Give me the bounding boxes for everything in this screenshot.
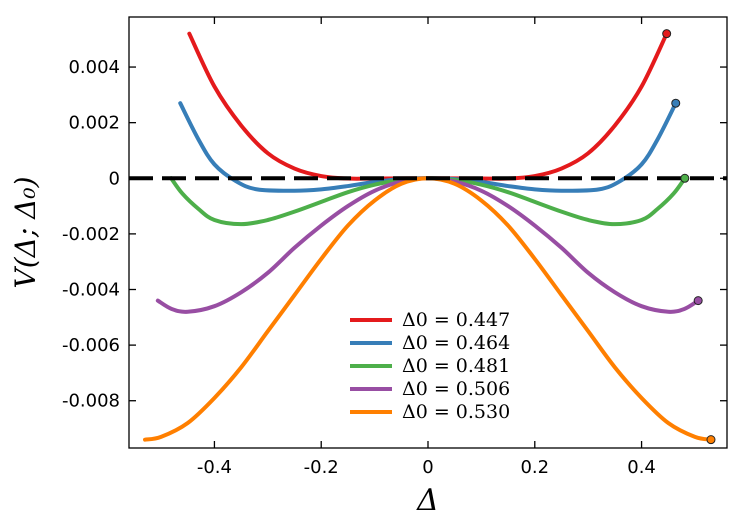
y-tick-label-2: 0.002 [68, 113, 120, 134]
x-tick-label-5: 0.4 [627, 457, 656, 478]
legend-entry-1: Δ0 = 0.447 [402, 309, 510, 331]
series-end-marker-3 [680, 173, 690, 183]
legend-entry-4: Δ0 = 0.506 [402, 378, 510, 400]
series-line-4 [155, 176, 701, 314]
y-tick-label-5: -0.004 [62, 280, 120, 301]
marker-layer [662, 29, 716, 445]
ticks-layer: -0.4 -0.2 0 0.2 0.4 0.004 0.002 0 -0.002 -0.004 -0… [62, 17, 727, 478]
series-end-marker-1 [662, 29, 672, 39]
x-tick-label-4: 0.2 [520, 457, 549, 478]
series-end-marker-5 [706, 435, 716, 445]
series-end-marker-4 [693, 296, 703, 306]
series-end-marker-2 [671, 98, 681, 108]
x-tick-label-2: -0.2 [304, 457, 339, 478]
x-axis-title: Δ [416, 483, 439, 518]
legend-entry-3: Δ0 = 0.481 [402, 355, 510, 377]
legend-entry-5: Δ0 = 0.530 [402, 401, 510, 423]
x-tick-label-1: -0.4 [197, 457, 232, 478]
legend-entry-2: Δ0 = 0.464 [402, 332, 510, 354]
y-tick-label-3: 0 [109, 168, 120, 189]
y-axis-title: V(Δ; Δ₀) [9, 176, 42, 288]
x-tick-label-3: 0 [422, 457, 433, 478]
y-tick-label-7: -0.008 [62, 391, 120, 412]
series-line-1 [187, 31, 669, 181]
y-tick-label-6: -0.006 [62, 335, 120, 356]
y-tick-label-1: 0.004 [68, 57, 120, 78]
y-tick-label-4: -0.002 [62, 224, 120, 245]
